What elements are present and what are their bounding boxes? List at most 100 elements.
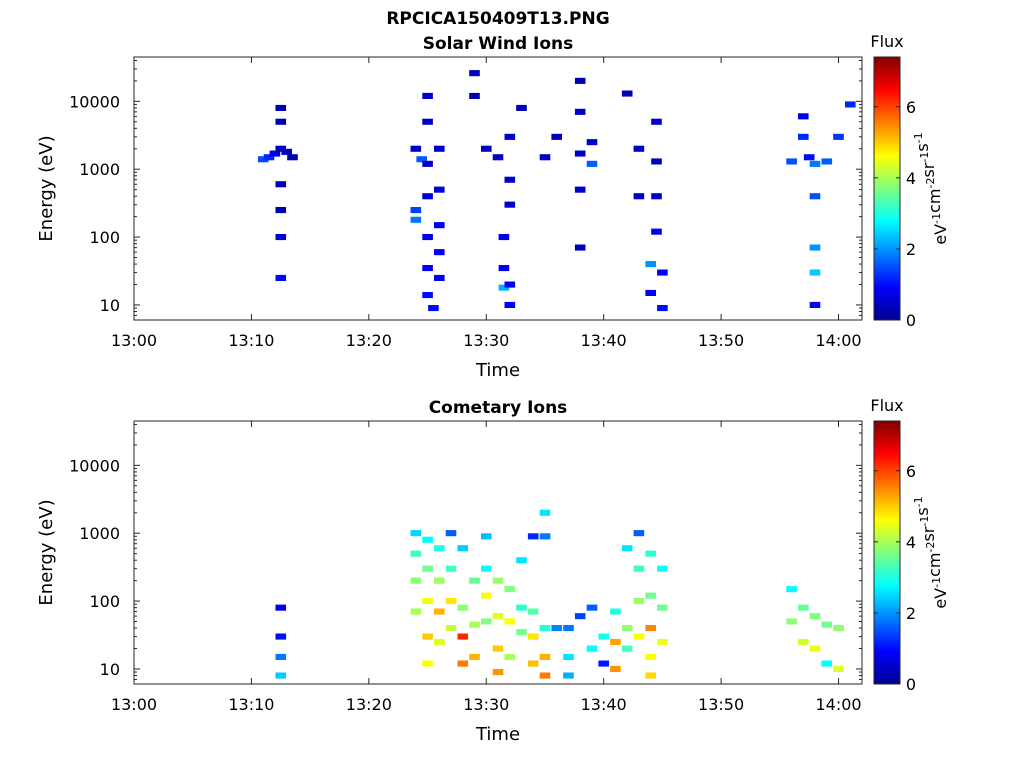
heatmap-cell xyxy=(422,118,433,125)
heatmap-cell xyxy=(657,565,668,572)
heatmap-cell xyxy=(610,608,621,615)
heatmap-cells xyxy=(275,509,844,679)
heatmap-cell xyxy=(422,160,433,167)
colorbar xyxy=(873,420,901,685)
heatmap-cell xyxy=(586,139,598,146)
heatmap-cell xyxy=(263,154,275,161)
colorbar-unit-exponent: -2 xyxy=(924,178,937,189)
heatmap-cell xyxy=(621,545,633,552)
heatmap-cell xyxy=(809,613,821,620)
heatmap-cell xyxy=(621,645,633,652)
heatmap-cell xyxy=(574,108,586,115)
heatmap-cell xyxy=(645,550,656,557)
heatmap-cell xyxy=(469,577,480,584)
heatmap-cell xyxy=(516,604,527,611)
heatmap-cell xyxy=(492,154,504,161)
heatmap-cell xyxy=(410,207,422,214)
heatmap-cell xyxy=(422,292,433,299)
heatmap-cell xyxy=(645,261,656,268)
heatmap-cell xyxy=(504,281,516,288)
plot-area xyxy=(134,57,862,320)
heatmap-cell xyxy=(434,222,445,229)
heatmap-cell xyxy=(269,150,281,157)
heatmap-cell xyxy=(651,193,662,200)
heatmap-cell xyxy=(504,133,516,140)
heatmap-cell xyxy=(257,156,269,163)
heatmap-cell xyxy=(657,604,668,611)
heatmap-cell xyxy=(410,577,422,584)
heatmap-cell xyxy=(504,586,516,593)
heatmap-cell xyxy=(798,604,809,611)
heatmap-cell xyxy=(275,118,287,125)
y-tick-label: 100 xyxy=(89,228,120,247)
heatmap-cell xyxy=(275,653,287,660)
colorbar-tick-label: 4 xyxy=(906,169,916,188)
colorbar-unit: sr xyxy=(919,526,938,541)
heatmap-cell xyxy=(574,150,586,157)
colorbar-unit: eV xyxy=(931,224,950,245)
heatmap-cell xyxy=(410,216,422,223)
heatmap-cell xyxy=(481,145,492,152)
heatmap-cell xyxy=(798,133,809,140)
heatmap-cell xyxy=(434,638,445,645)
heatmap-cell xyxy=(428,305,439,312)
heatmap-cell xyxy=(492,645,504,652)
colorbar-unit-exponent: -1 xyxy=(930,577,943,588)
heatmap-cell xyxy=(821,621,833,628)
heatmap-cell xyxy=(422,265,433,272)
colorbar-title: Flux xyxy=(870,396,903,415)
x-tick-label: 13:40 xyxy=(581,695,627,714)
heatmap-cell xyxy=(645,289,656,296)
heatmap-cell xyxy=(610,665,621,672)
heatmap-cell xyxy=(275,672,287,679)
heatmap-cell xyxy=(527,608,539,615)
y-tick-label: 10000 xyxy=(69,456,120,475)
heatmap-cell xyxy=(504,301,516,308)
heatmap-cell xyxy=(445,565,457,572)
heatmap-cell xyxy=(574,77,586,84)
axes-frame xyxy=(133,420,863,685)
heatmap-cell xyxy=(610,638,621,645)
heatmap-cell xyxy=(651,118,662,125)
y-tick-label: 10 xyxy=(100,660,120,679)
heatmap-cell xyxy=(786,586,797,593)
colorbar-unit: s xyxy=(913,143,932,151)
heatmap-cell xyxy=(481,592,492,599)
axes-frame xyxy=(133,56,863,321)
x-tick-label: 13:00 xyxy=(111,331,157,350)
heatmap-cell xyxy=(621,90,633,97)
heatmap-cell xyxy=(527,533,539,540)
heatmap-cell xyxy=(422,633,433,640)
heatmap-cell xyxy=(422,234,433,241)
heatmap-cell xyxy=(469,653,480,660)
heatmap-cell xyxy=(516,629,527,636)
heatmap-cell xyxy=(275,145,287,152)
heatmap-cell xyxy=(645,625,656,632)
heatmap-cell xyxy=(657,638,668,645)
colorbar-unit: sr xyxy=(919,162,938,177)
heatmap-cell xyxy=(633,530,645,537)
heatmap-cell xyxy=(434,577,445,584)
heatmap-cell xyxy=(833,625,844,632)
heatmap-cell xyxy=(598,660,609,667)
x-tick-label: 13:20 xyxy=(346,695,392,714)
colorbar-unit-exponent: -1 xyxy=(918,152,931,163)
heatmap-cell xyxy=(481,533,492,540)
heatmap-cell xyxy=(422,193,433,200)
heatmap-cell xyxy=(809,269,821,276)
colorbar-label: eV-1cm-2sr-1s-1 xyxy=(912,132,950,244)
heatmap-cell xyxy=(633,193,645,200)
heatmap-cell xyxy=(457,633,469,640)
colorbar-unit-exponent: -2 xyxy=(924,542,937,553)
heatmap-cell xyxy=(275,604,287,611)
heatmap-cell xyxy=(469,92,480,99)
heatmap-cell xyxy=(539,625,551,632)
colorbar-title: Flux xyxy=(870,32,903,51)
colorbar-tick-label: 0 xyxy=(906,675,916,694)
heatmap-cell xyxy=(434,608,445,615)
heatmap-cell xyxy=(809,645,821,652)
colorbar-tick-label: 4 xyxy=(906,533,916,552)
heatmap-cell xyxy=(527,633,539,640)
heatmap-cell xyxy=(416,156,427,163)
